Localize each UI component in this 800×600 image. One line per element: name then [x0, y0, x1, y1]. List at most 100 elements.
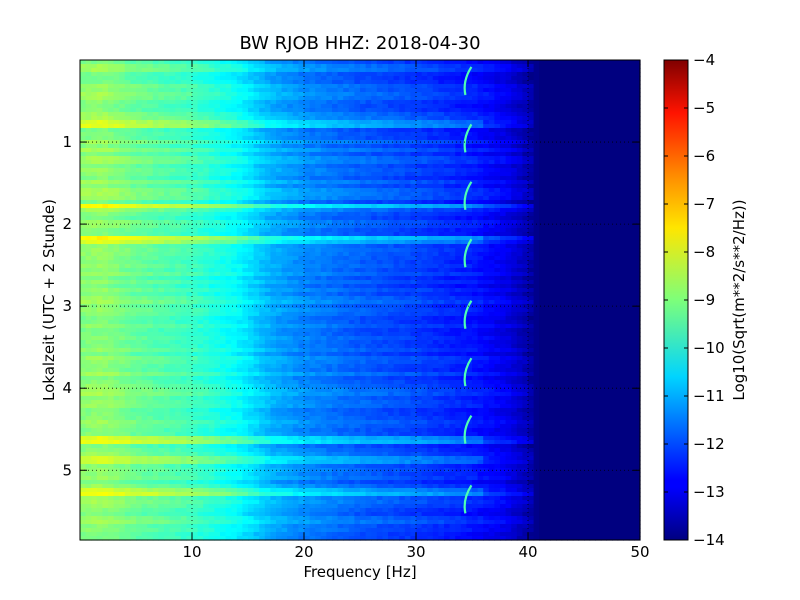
heatmap-cell	[578, 108, 585, 113]
heatmap-cell	[80, 116, 87, 121]
heatmap-cell	[147, 72, 154, 77]
heatmap-cell	[416, 140, 423, 145]
heatmap-cell	[477, 160, 484, 165]
heatmap-cell	[343, 148, 350, 153]
heatmap-cell	[214, 96, 221, 101]
heatmap-cell	[578, 112, 585, 117]
heatmap-cell	[287, 128, 294, 133]
heatmap-cell	[281, 224, 288, 229]
heatmap-cell	[388, 192, 395, 197]
heatmap-cell	[180, 76, 187, 81]
heatmap-cell	[315, 248, 322, 253]
heatmap-cell	[427, 92, 434, 97]
heatmap-cell	[483, 96, 490, 101]
heatmap-cell	[444, 188, 451, 193]
heatmap-cell	[108, 80, 115, 85]
heatmap-cell	[214, 136, 221, 141]
heatmap-cell	[511, 96, 518, 101]
heatmap-cell	[432, 208, 439, 213]
heatmap-cell	[556, 216, 563, 221]
heatmap-cell	[164, 184, 171, 189]
heatmap-cell	[623, 124, 630, 129]
heatmap-cell	[595, 192, 602, 197]
heatmap-cell	[332, 64, 339, 69]
heatmap-cell	[253, 72, 260, 77]
heatmap-cell	[584, 88, 591, 93]
heatmap-cell	[466, 100, 473, 105]
heatmap-cell	[80, 160, 87, 165]
heatmap-cell	[96, 164, 103, 169]
heatmap-cell	[231, 168, 238, 173]
heatmap-cell	[477, 204, 484, 209]
heatmap-cell	[617, 124, 624, 129]
heatmap-cell	[388, 200, 395, 205]
heatmap-cell	[628, 72, 635, 77]
heatmap-cell	[264, 144, 271, 149]
heatmap-cell	[595, 208, 602, 213]
heatmap-cell	[326, 228, 333, 233]
heatmap-cell	[589, 64, 596, 69]
heatmap-cell	[203, 152, 210, 157]
heatmap-cell	[477, 120, 484, 125]
heatmap-cell	[628, 140, 635, 145]
heatmap-cell	[214, 80, 221, 85]
heatmap-cell	[556, 60, 563, 65]
heatmap-cell	[483, 100, 490, 105]
heatmap-cell	[332, 72, 339, 77]
heatmap-cell	[438, 180, 445, 185]
heatmap-cell	[584, 120, 591, 125]
heatmap-cell	[130, 256, 137, 261]
heatmap-cell	[108, 100, 115, 105]
heatmap-cell	[634, 84, 641, 89]
heatmap-cell	[119, 148, 126, 153]
heatmap-cell	[169, 104, 176, 109]
heatmap-cell	[287, 244, 294, 249]
heatmap-cell	[567, 172, 574, 177]
heatmap-cell	[584, 248, 591, 253]
heatmap-cell	[466, 152, 473, 157]
heatmap-cell	[623, 168, 630, 173]
heatmap-cell	[623, 204, 630, 209]
heatmap-cell	[309, 132, 316, 137]
heatmap-cell	[617, 180, 624, 185]
heatmap-cell	[393, 196, 400, 201]
heatmap-cell	[550, 156, 557, 161]
heatmap-cell	[248, 176, 255, 181]
heatmap-cell	[472, 108, 479, 113]
heatmap-cell	[382, 232, 389, 237]
heatmap-cell	[113, 228, 120, 233]
heatmap-cell	[371, 92, 378, 97]
heatmap-cell	[572, 100, 579, 105]
heatmap-cell	[315, 188, 322, 193]
heatmap-cell	[404, 156, 411, 161]
heatmap-cell	[438, 176, 445, 181]
heatmap-cell	[421, 68, 428, 73]
heatmap-cell	[421, 104, 428, 109]
heatmap-cell	[102, 216, 109, 221]
heatmap-cell	[326, 232, 333, 237]
heatmap-cell	[236, 156, 243, 161]
heatmap-cell	[600, 120, 607, 125]
heatmap-cell	[236, 92, 243, 97]
heatmap-cell	[354, 116, 361, 121]
heatmap-cell	[354, 148, 361, 153]
heatmap-cell	[483, 200, 490, 205]
heatmap-cell	[539, 64, 546, 69]
heatmap-cell	[287, 256, 294, 261]
heatmap-cell	[354, 160, 361, 165]
heatmap-cell	[494, 244, 501, 249]
heatmap-cell	[556, 244, 563, 249]
heatmap-cell	[399, 200, 406, 205]
heatmap-cell	[354, 80, 361, 85]
heatmap-cell	[186, 144, 193, 149]
heatmap-cell	[539, 236, 546, 241]
heatmap-cell	[382, 88, 389, 93]
heatmap-cell	[225, 200, 232, 205]
heatmap-cell	[488, 128, 495, 133]
heatmap-cell	[108, 200, 115, 205]
heatmap-cell	[623, 180, 630, 185]
heatmap-cell	[393, 188, 400, 193]
heatmap-cell	[259, 208, 266, 213]
heatmap-cell	[466, 144, 473, 149]
heatmap-cell	[360, 204, 367, 209]
